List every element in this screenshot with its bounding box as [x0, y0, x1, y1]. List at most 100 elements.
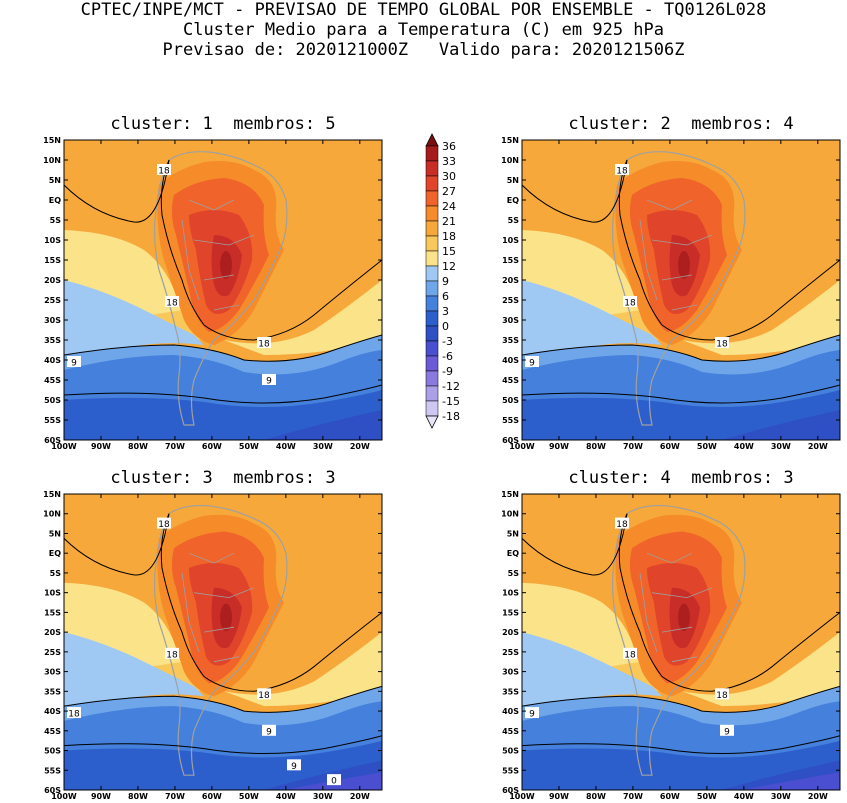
lat-tick-label: 60S	[44, 436, 61, 445]
lat-tick-label: 15S	[502, 256, 519, 265]
contour-label-box	[257, 688, 271, 700]
lat-tick-label: 35S	[44, 336, 61, 345]
lon-tick-label: 40W	[276, 442, 296, 451]
colorbar-level-label: 9	[442, 275, 449, 288]
lon-tick-label: 60W	[660, 442, 680, 451]
lat-tick-label: 55S	[44, 766, 61, 775]
colorbar-level-label: -15	[442, 395, 460, 408]
lon-tick-label: 60W	[202, 792, 222, 801]
lat-tick-label: 5S	[508, 569, 520, 578]
lon-tick-label: 50W	[239, 792, 259, 801]
colorbar-level-label: 0	[442, 320, 449, 333]
lat-tick-label: 15S	[44, 256, 61, 265]
colorbar-swatch	[425, 235, 439, 252]
lon-tick-label: 70W	[165, 792, 185, 801]
lat-tick-label: 20S	[44, 628, 61, 637]
colorbar-swatch	[425, 280, 439, 297]
contour-label-box	[157, 164, 171, 175]
lat-tick-label: 55S	[502, 766, 519, 775]
lat-tick-label: 10N	[43, 156, 61, 165]
lat-tick-label: EQ	[49, 549, 61, 558]
colorbar-swatch	[425, 355, 439, 372]
lat-tick-label: 5N	[49, 176, 61, 185]
colorbar-level-label: 30	[442, 170, 456, 183]
lon-tick-label: 30W	[771, 792, 791, 801]
lon-tick-label: 100W	[509, 442, 535, 451]
lat-tick-label: 25S	[44, 296, 61, 305]
map-frame	[521, 139, 841, 441]
lon-tick-label: 100W	[509, 792, 535, 801]
colorbar-level-label: 18	[442, 230, 456, 243]
colorbar-swatch	[425, 205, 439, 222]
lat-tick-label: 40S	[44, 707, 61, 716]
contour-label-box	[623, 647, 637, 659]
lat-tick-label: 35S	[502, 336, 519, 345]
contour-label-box	[715, 337, 729, 348]
lat-tick-label: 30S	[502, 316, 519, 325]
colorbar-level-label: 3	[442, 305, 449, 318]
lat-tick-label: 10N	[43, 510, 61, 519]
lat-tick-label: 30S	[44, 316, 61, 325]
lat-tick-label: 20S	[44, 276, 61, 285]
lat-tick-label: 35S	[44, 687, 61, 696]
lat-tick-label: 5S	[50, 569, 62, 578]
lon-tick-label: 40W	[276, 792, 296, 801]
lat-tick-label: 5N	[49, 529, 61, 538]
contour-label: 18	[716, 340, 728, 350]
contour-label: 18	[616, 167, 628, 177]
map-panel-4: 18 18 18 9 9 15N 10N 5N EQ 5S 10S 15S 20S 25S 30S 35S 40…	[501, 490, 841, 801]
contour-label: 9	[71, 359, 77, 369]
contour-label: 9	[266, 727, 272, 737]
contour-label: 0	[331, 777, 337, 787]
colorbar-swatch	[425, 190, 439, 207]
lat-tick-label: 15S	[502, 608, 519, 617]
colorbar-swatch	[425, 385, 439, 402]
colorbar-max-arrow	[425, 133, 439, 147]
colorbar-swatch	[425, 295, 439, 312]
colorbar-level-label: 36	[442, 140, 456, 153]
lat-tick-label: 40S	[44, 356, 61, 365]
colorbar-level-label: 33	[442, 155, 456, 168]
lat-tick-label: 15N	[43, 490, 61, 499]
lat-tick-label: 60S	[44, 786, 61, 795]
lat-tick-label: 10S	[44, 589, 61, 598]
contour-label: 18	[158, 167, 170, 177]
lat-tick-label: 10N	[501, 510, 519, 519]
lon-tick-label: 60W	[202, 442, 222, 451]
lon-tick-label: 90W	[549, 442, 569, 451]
lon-tick-label: 50W	[239, 442, 259, 451]
lat-tick-label: 25S	[502, 648, 519, 657]
lon-tick-label: 40W	[734, 442, 754, 451]
contour-label-box	[623, 296, 637, 307]
contour-label: 18	[68, 710, 80, 720]
contour-label-box	[615, 164, 629, 175]
contour-label: 9	[266, 377, 272, 387]
contour-label-box	[67, 356, 81, 367]
lon-tick-label: 60W	[660, 792, 680, 801]
lat-tick-label: 10S	[502, 589, 519, 598]
colorbar-min-arrow	[425, 415, 439, 429]
lat-tick-label: 40S	[502, 707, 519, 716]
colorbar-swatch	[425, 325, 439, 342]
colorbar-level-label: 15	[442, 245, 456, 258]
contour-label-box	[165, 296, 179, 307]
contour-label: 18	[624, 299, 636, 309]
header-subtitle: Cluster Medio para a Temperatura (C) em …	[182, 20, 665, 40]
map-area: 18 18 18 9	[522, 140, 840, 440]
contour-label: 9	[529, 359, 535, 369]
colorbar-level-label: 12	[442, 260, 456, 273]
lon-tick-label: 20W	[808, 792, 828, 801]
colorbar-level-label: -3	[442, 335, 453, 348]
colorbar-level-label: 27	[442, 185, 456, 198]
lat-tick-label: 20S	[502, 628, 519, 637]
colorbar-swatch	[425, 175, 439, 192]
colorbar-level-label: -12	[442, 380, 460, 393]
contour-label-box	[715, 688, 729, 700]
contour-label-box	[257, 337, 271, 348]
contour-label: 18	[624, 650, 636, 660]
lon-tick-label: 100W	[51, 792, 77, 801]
map-area: 18 18 18 18 9 9 0	[64, 494, 382, 790]
lat-tick-label: 5N	[507, 529, 519, 538]
lon-tick-label: 80W	[586, 442, 606, 451]
colorbar-level-label: 6	[442, 290, 449, 303]
